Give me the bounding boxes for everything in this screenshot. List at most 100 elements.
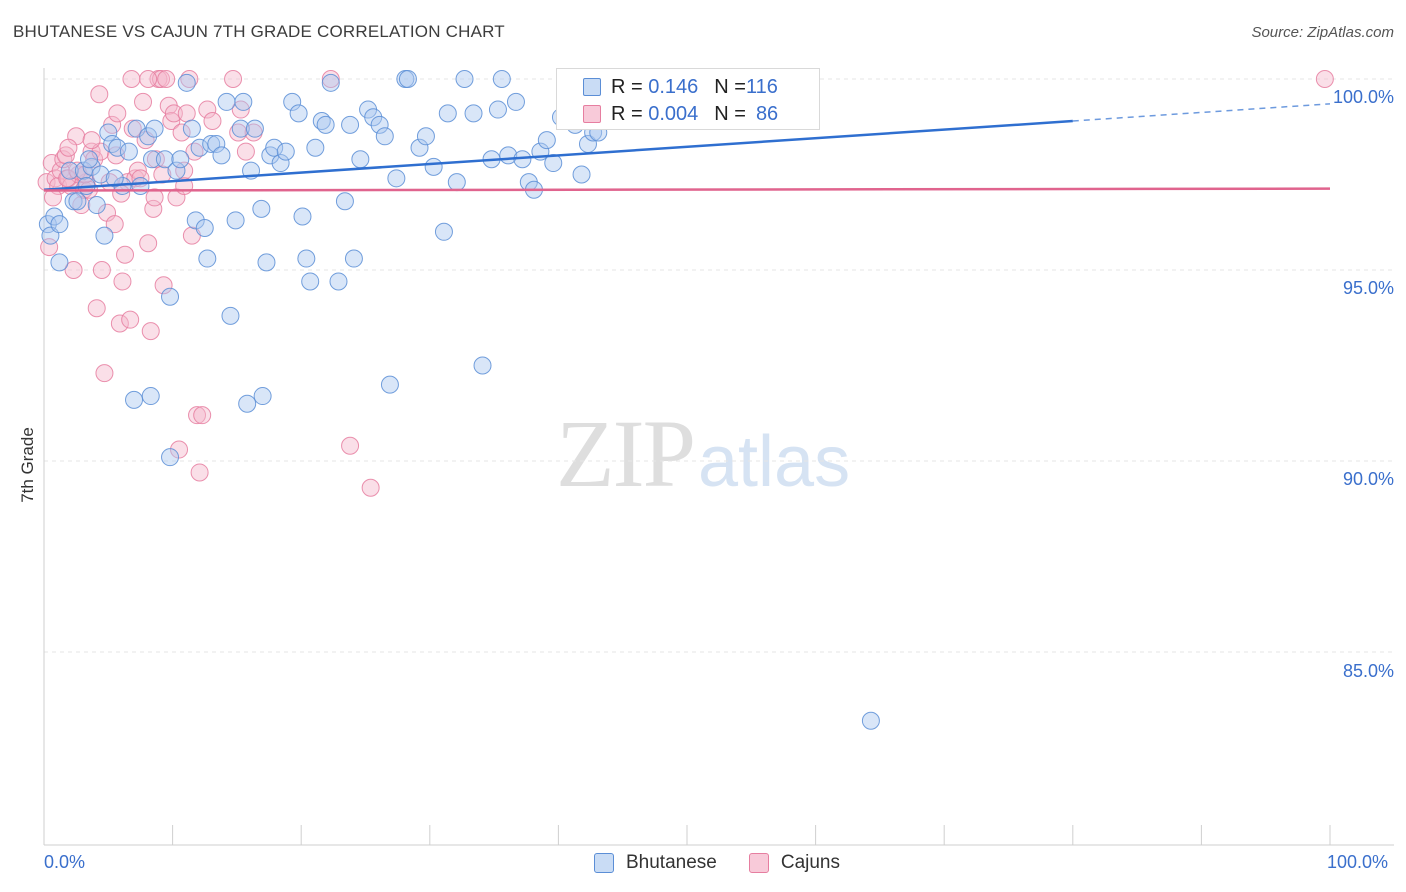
- cajun-point: [146, 150, 165, 169]
- cajun-point: [105, 215, 124, 234]
- bhutanese-point: [351, 150, 370, 169]
- legend-n-value: 86: [755, 102, 779, 125]
- legend-item-cajuns[interactable]: Cajuns: [748, 852, 841, 874]
- cajun-point: [193, 406, 212, 425]
- cajun-point: [110, 314, 129, 333]
- cajun-point: [321, 70, 340, 88]
- y-tick-label: 100.0%: [1332, 87, 1394, 107]
- bhutanese-point: [125, 390, 144, 409]
- cajun-point: [139, 234, 158, 253]
- chart-source: Source: ZipAtlas.com: [1251, 24, 1394, 41]
- cajun-trend-line: [43, 187, 1331, 192]
- cajun-point: [122, 70, 141, 88]
- cajun-point: [90, 85, 109, 104]
- bhutanese-trend-line: [43, 119, 1073, 192]
- bhutanese-point: [99, 123, 118, 142]
- bhutanese-point: [221, 306, 240, 325]
- legend-row-bhutanese: R = 0.146 N = 116: [583, 75, 778, 99]
- legend-r-label: R =: [611, 102, 643, 125]
- bhutanese-point: [139, 127, 158, 146]
- cajun-point: [82, 131, 101, 150]
- bhutanese-point: [293, 207, 312, 226]
- legend-label-bhutanese: Bhutanese: [626, 852, 717, 873]
- bhutanese-point: [492, 70, 511, 88]
- y-axis-label: 7th Grade: [18, 427, 37, 503]
- bhutanese-point: [301, 272, 320, 291]
- x-tick-label: 0.0%: [44, 852, 86, 872]
- bhutanese-point: [207, 134, 226, 153]
- bhutanese-point: [202, 134, 221, 153]
- bhutanese-point: [341, 115, 360, 134]
- cajun-point: [59, 138, 78, 157]
- bhutanese-point: [198, 249, 217, 268]
- bhutanese-point: [231, 119, 250, 138]
- legend-item-bhutanese[interactable]: Bhutanese: [594, 852, 717, 874]
- bhutanese-point: [238, 394, 257, 413]
- bhutanese-point: [253, 387, 272, 406]
- cajun-point: [157, 70, 176, 88]
- bhutanese-point: [380, 375, 399, 394]
- bhutanese-trend-extension: [1072, 103, 1331, 122]
- cajun-point: [172, 123, 191, 142]
- bhutanese-point: [50, 215, 69, 234]
- bhutanese-point: [488, 100, 507, 119]
- bhutanese-point: [108, 138, 127, 157]
- cajun-point: [121, 310, 140, 329]
- cajun-point: [152, 70, 171, 88]
- bhutanese-point: [190, 138, 209, 157]
- cajun-point: [42, 154, 61, 173]
- bhutanese-point: [182, 119, 201, 138]
- bhutanese-point: [387, 169, 406, 188]
- cajun-point: [177, 104, 196, 123]
- legend-r-value: 0.146: [648, 75, 699, 98]
- bhutanese-point: [424, 157, 443, 176]
- bhutanese-point: [506, 92, 525, 111]
- bhutanese-point: [155, 150, 174, 169]
- bhutanese-point: [438, 104, 457, 123]
- cajun-point: [40, 238, 59, 257]
- bhutanese-point: [416, 127, 435, 146]
- bhutanese-point: [105, 169, 124, 188]
- cajun-point: [113, 272, 132, 291]
- cajun-point: [164, 104, 183, 123]
- x-tick-label: 100.0%: [1327, 852, 1389, 872]
- cajun-point: [1315, 70, 1334, 88]
- cajun-point: [87, 299, 106, 318]
- legend-n-value: 116: [745, 75, 778, 98]
- bhutanese-point: [276, 142, 295, 161]
- bhutanese-point: [297, 249, 316, 268]
- stats-legend: R = 0.146 N = 116 R = 0.004 N = 86: [556, 68, 820, 130]
- watermark: ZIPatlas: [556, 398, 850, 509]
- bhutanese-point: [329, 272, 348, 291]
- bhutanese-point: [375, 127, 394, 146]
- legend-r-label: R =: [611, 75, 643, 98]
- cajun-point: [203, 112, 222, 131]
- bhutanese-point: [80, 150, 99, 169]
- bhutanese-point: [50, 253, 69, 272]
- bhutanese-point: [265, 138, 284, 157]
- cajun-point: [188, 406, 207, 425]
- legend-row-cajuns: R = 0.004 N = 86: [583, 102, 778, 126]
- bhutanese-point: [316, 115, 335, 134]
- bhutanese-point: [226, 211, 245, 230]
- bhutanese-point: [186, 211, 205, 230]
- legend-label-cajuns: Cajuns: [780, 852, 841, 873]
- legend-swatch-pink: [583, 105, 601, 123]
- bhutanese-point: [141, 387, 160, 406]
- bhutanese-point: [370, 115, 389, 134]
- legend-r-value: 0.004: [648, 102, 699, 125]
- cajun-point: [144, 199, 163, 218]
- bhutanese-point: [455, 70, 474, 88]
- cajun-point: [170, 440, 189, 459]
- bhutanese-point: [572, 165, 591, 184]
- legend-n-label: N =: [714, 102, 746, 125]
- bhutanese-point: [335, 192, 354, 211]
- bhutanese-point: [364, 108, 383, 127]
- bhutanese-point: [464, 104, 483, 123]
- bhutanese-point: [167, 161, 186, 180]
- watermark-zip: ZIP: [556, 400, 696, 507]
- bhutanese-point: [473, 356, 492, 375]
- bhutanese-point: [161, 448, 180, 467]
- series-legend: Bhutanese Cajuns: [594, 852, 872, 874]
- watermark-atlas: atlas: [698, 422, 851, 502]
